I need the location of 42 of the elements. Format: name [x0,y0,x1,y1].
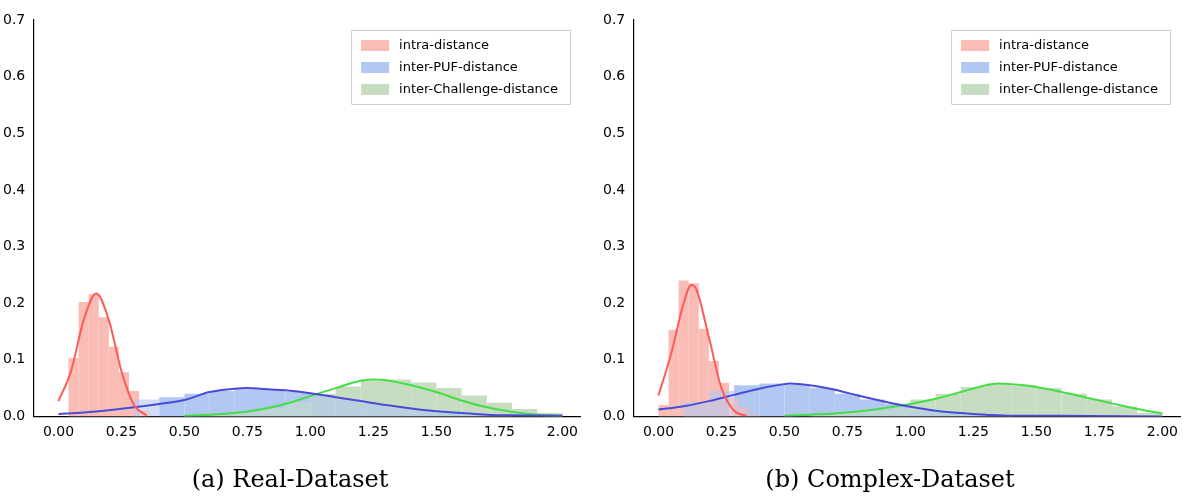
x-tick-label: 1.75 [483,423,515,440]
y-tick-label: 0.1 [3,350,26,367]
x-tick-label: 0.75 [231,423,264,440]
x-tick-label: 1.25 [957,423,989,440]
x-tick-label: 1.50 [1020,423,1052,440]
y-tick-label: 0.6 [603,67,626,84]
y-tick-label: 0.4 [3,180,26,197]
y-tick-label: 0.7 [603,10,626,27]
legend-label: inter-PUF-distance [999,59,1118,75]
legend-label: inter-Challenge-distance [999,81,1158,97]
y-tick-label: 0.5 [603,123,626,140]
legend-label: inter-Challenge-distance [399,81,558,97]
x-tick-label: 0.75 [831,423,864,440]
y-tick-label: 0.2 [603,293,626,310]
x-tick-label: 0.00 [42,423,75,440]
x-tick-label: 0.25 [705,423,738,440]
x-tick-label: 0.50 [768,423,801,440]
x-tick-label: 2.00 [546,423,578,440]
y-tick-label: 0.7 [3,10,26,27]
y-tick-label: 0.5 [3,123,26,140]
y-tick-label: 0.4 [603,180,626,197]
y-tick-label: 0.2 [3,293,26,310]
y-tick-label: 0.1 [603,350,626,367]
y-tick-label: 0.3 [3,237,26,254]
y-tick-label: 0.0 [603,407,626,424]
x-tick-label: 0.50 [168,423,201,440]
legend-label: intra-distance [399,37,490,53]
legend-label: inter-PUF-distance [399,59,518,75]
x-tick-label: 1.00 [894,423,926,440]
y-tick-label: 0.0 [3,407,26,424]
x-tick-label: 1.25 [357,423,389,440]
x-tick-label: 2.00 [1146,423,1178,440]
x-tick-label: 1.75 [1083,423,1115,440]
x-tick-label: 1.00 [294,423,326,440]
y-tick-label: 0.3 [603,237,626,254]
x-tick-label: 1.50 [420,423,452,440]
x-tick-label: 0.25 [105,423,138,440]
text: (a) Real-Dataset [191,464,389,493]
text: (b) Complex-Dataset [765,464,1016,493]
legend-label: intra-distance [999,37,1090,53]
x-tick-label: 0.00 [642,423,675,440]
y-tick-label: 0.6 [3,67,26,84]
